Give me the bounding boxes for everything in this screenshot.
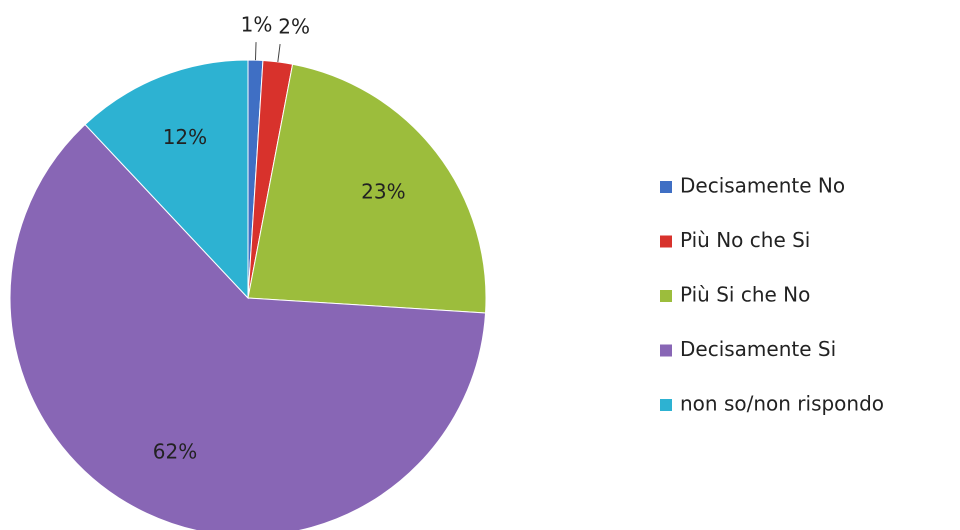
legend-swatch [660,235,672,248]
leader-line [277,43,281,62]
legend-swatch [660,344,672,357]
data-label: 2% [278,15,310,39]
data-label: 1% [241,13,273,37]
legend-label: non so/non rispondo [680,392,884,416]
pie-slice [247,63,487,314]
legend: Decisamente No Più No che Si Più Si che No… [660,174,884,416]
pie-slice [9,123,487,530]
legend-swatch [660,181,672,193]
legend-label: Decisamente Si [680,337,836,361]
data-label: 12% [163,125,207,149]
data-label: 23% [361,179,405,203]
legend-label: Decisamente No [680,174,845,198]
legend-swatch [660,290,672,302]
legend-label: Più Si che No [680,283,810,307]
legend-label: Più No che Si [680,228,810,252]
leader-line [254,42,257,61]
data-label: 62% [153,440,197,464]
legend-swatch [660,399,672,411]
pie: 1% 2% 23% 62% 12% [9,13,487,530]
pie-slice [84,59,249,300]
